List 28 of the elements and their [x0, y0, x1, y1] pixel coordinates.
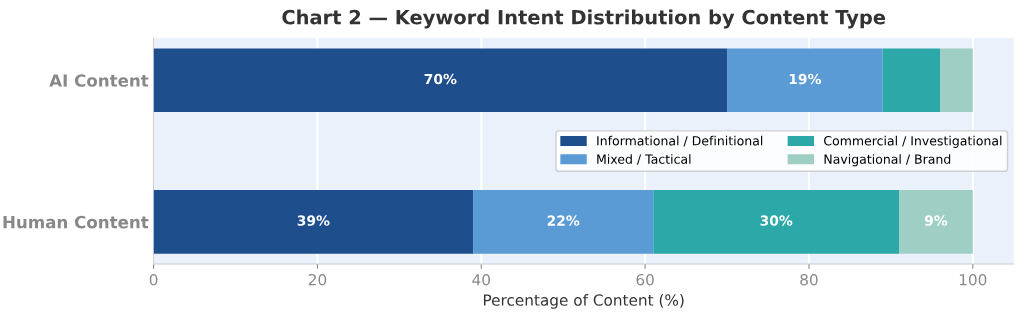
legend-label: Navigational / Brand [824, 154, 951, 167]
data-label: 9% [924, 215, 948, 226]
legend-label: Informational / Definitional [597, 135, 763, 147]
data-label: 19% [789, 73, 822, 85]
x-tick-label: 0 [149, 273, 158, 286]
bar [653, 189, 900, 254]
x-tick-label: 60 [636, 273, 654, 286]
bar [940, 48, 973, 113]
legend-label: Mixed / Tactical [597, 154, 691, 165]
data-label: 39% [297, 215, 330, 226]
chart-title: Chart 2 — Keyword Intent Distribution by Content Type [282, 9, 886, 29]
data-label: 22% [547, 215, 580, 226]
bar [882, 48, 941, 113]
x-axis-title: Percentage of Content (%) [483, 294, 684, 309]
bar [473, 189, 654, 254]
data-label: 70% [424, 73, 457, 85]
y-tick-label: Human Content [3, 215, 149, 229]
bar [153, 48, 728, 113]
bar [727, 48, 883, 113]
bar [899, 189, 973, 254]
legend-label: Commercial / Investigational [824, 135, 1002, 148]
x-tick-label: 20 [308, 273, 327, 286]
x-tick-label: 100 [959, 273, 987, 286]
data-label: 30% [760, 215, 793, 226]
x-tick-label: 80 [800, 273, 818, 286]
y-tick-label: AI Content [49, 74, 149, 87]
x-tick-label: 40 [472, 273, 490, 286]
bar [153, 189, 474, 254]
